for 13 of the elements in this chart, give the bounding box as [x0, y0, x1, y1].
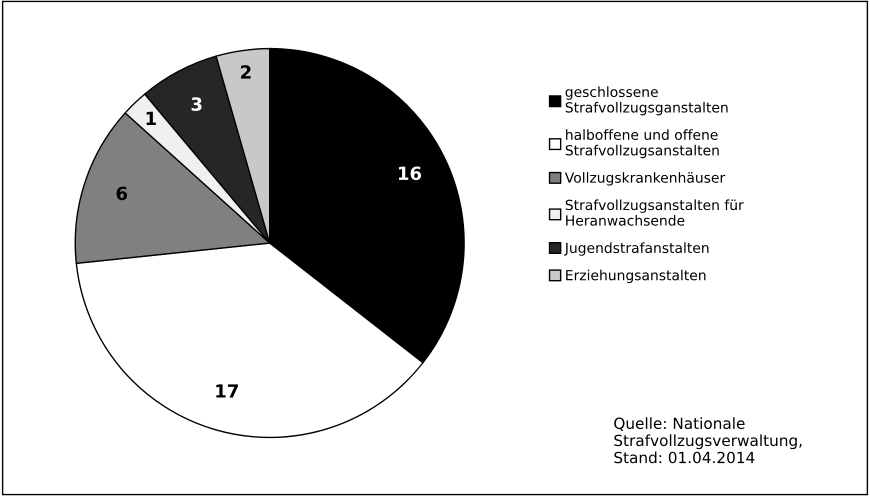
legend-label: Strafvollzugsanstalten für Heranwachsende — [566, 199, 744, 226]
source-note: Quelle: Nationale Strafvollzugsverwaltung, Stand: 01.04.2014 — [614, 417, 802, 464]
data-label: 17 — [216, 384, 238, 398]
data-label: 16 — [398, 166, 422, 180]
legend-label: Erziehungsanstalten — [566, 270, 706, 284]
legend-label: Jugendstrafanstalten — [564, 242, 708, 256]
legend-label: Vollzugskrankenhäuser — [564, 172, 726, 186]
data-label: 2 — [241, 65, 251, 79]
legend-label: geschlossene Strafvollzugsganstalten — [566, 86, 728, 116]
data-label: 1 — [146, 112, 156, 125]
data-label: 6 — [116, 186, 128, 200]
legend-label: halboffene und offene Strafvollzugsanstalten — [566, 129, 719, 158]
data-label: 3 — [192, 97, 202, 111]
